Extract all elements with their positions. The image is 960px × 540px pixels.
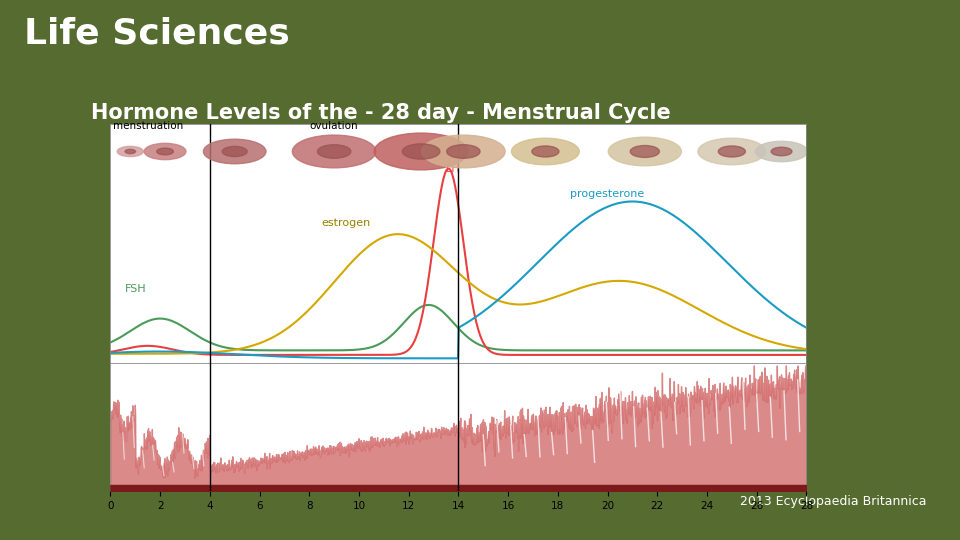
Text: Hormone Levels of the - 28 day - Menstrual Cycle: Hormone Levels of the - 28 day - Menstru…: [91, 103, 671, 123]
Text: ovulation: ovulation: [309, 121, 358, 131]
Text: LH: LH: [446, 164, 461, 174]
Ellipse shape: [156, 148, 174, 155]
Ellipse shape: [446, 145, 480, 158]
Text: progesterone: progesterone: [570, 189, 644, 199]
Ellipse shape: [698, 138, 766, 165]
Ellipse shape: [609, 137, 682, 166]
Ellipse shape: [718, 146, 745, 157]
Ellipse shape: [144, 143, 186, 160]
Ellipse shape: [421, 135, 505, 168]
Ellipse shape: [222, 146, 248, 157]
Text: estrogen: estrogen: [322, 219, 371, 228]
Ellipse shape: [771, 147, 792, 156]
Ellipse shape: [117, 146, 143, 157]
Ellipse shape: [532, 146, 559, 157]
Text: 2013 Ecyclopaedia Britannica: 2013 Ecyclopaedia Britannica: [740, 495, 926, 508]
Text: Life Sciences: Life Sciences: [24, 16, 290, 50]
Ellipse shape: [374, 133, 468, 170]
Ellipse shape: [204, 139, 266, 164]
Ellipse shape: [756, 141, 807, 161]
Ellipse shape: [293, 135, 376, 168]
Ellipse shape: [512, 138, 579, 165]
Ellipse shape: [125, 150, 135, 153]
Ellipse shape: [630, 145, 660, 158]
Text: menstruation: menstruation: [113, 121, 183, 131]
Ellipse shape: [318, 145, 350, 158]
Ellipse shape: [402, 144, 440, 159]
Text: FSH: FSH: [126, 285, 147, 294]
